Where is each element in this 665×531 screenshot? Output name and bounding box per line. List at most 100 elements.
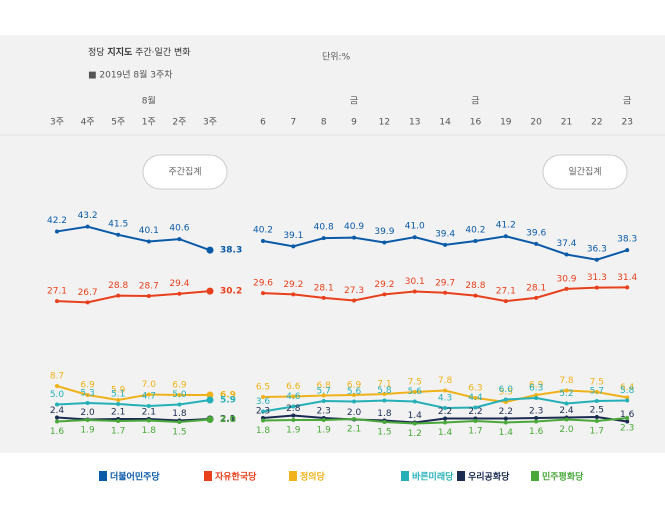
data-label: 5.1 [111,390,125,400]
data-label: 5.9 [220,396,236,406]
data-label: 7.8 [559,376,574,386]
panel [0,35,665,453]
data-label: 3.6 [256,397,271,407]
legend-entry: 정의당 [300,471,326,483]
data-point [85,300,90,305]
data-point [261,395,265,399]
data-point [382,420,387,424]
data-label: 29.2 [374,280,394,290]
data-point [291,418,296,422]
data-point [116,232,121,237]
data-label: 2.1 [220,415,236,425]
data-point [564,401,569,406]
data-label: 7.5 [590,378,604,388]
data-label: 2.2 [499,407,513,417]
x-tick-label: 8 [321,118,327,128]
data-point [564,286,569,291]
data-point [473,405,478,410]
x-tick-label: 19 [500,118,512,128]
data-point [382,392,387,396]
data-point [55,415,59,420]
data-label: 6.6 [286,382,301,392]
data-point [412,399,417,404]
data-label: 2.1 [347,425,361,435]
data-label: 5.7 [317,387,331,397]
data-point [352,393,357,397]
data-point [594,415,599,419]
x-tick-label: 9 [351,118,357,128]
data-label: 1.5 [172,428,186,438]
data-label: 5.9 [111,386,126,396]
data-point [261,418,265,423]
data-point [85,393,90,397]
data-label: 29.4 [169,279,189,289]
data-label: 2.2 [438,407,452,417]
data-point [352,399,357,404]
data-point [473,419,478,423]
data-label: 40.6 [169,224,189,234]
data-label: 5.5 [499,388,513,398]
data-label: 2.1 [142,408,156,418]
data-label: 1.6 [50,427,65,437]
data-label: 2.0 [347,408,362,418]
data-label: 5.0 [172,390,187,400]
data-label: 2.0 [80,408,95,418]
data-label: 38.3 [220,246,242,256]
data-point [85,224,90,229]
data-label: 41.0 [405,222,425,232]
data-point [382,398,387,403]
data-label: 7.0 [142,380,157,390]
data-point [55,402,59,407]
chart-title: 정당 지지도 주간·일간 변화 [88,46,191,58]
x-tick-label: 5주 [111,117,125,128]
data-point [55,299,59,304]
data-label: 8.7 [50,372,64,382]
data-point [291,244,296,249]
x-tick-label: 1주 [142,117,156,128]
data-point [382,292,387,297]
data-label: 6.3 [468,384,482,394]
data-point [534,419,539,424]
data-point [291,292,296,297]
data-label: 1.6 [529,427,544,437]
x-top-label: 금 [471,96,479,107]
series-line [56,290,211,304]
data-label: 38.3 [617,235,637,245]
series-line [56,385,210,402]
data-label: 2.3 [256,407,270,417]
data-point [206,416,214,423]
x-tick-label: 16 [470,118,482,128]
data-label: 1.8 [142,426,157,436]
data-label: 1.8 [377,409,392,419]
data-label: 1.8 [256,426,271,436]
data-label: 1.6 [620,410,635,420]
data-label: 2.0 [559,425,574,435]
data-point [55,229,59,234]
data-label: 31.3 [587,273,607,283]
data-label: 29.6 [253,279,273,289]
data-label: 5.2 [559,389,573,399]
legend-entry: 우리공화당 [468,471,510,483]
data-point [55,384,59,388]
data-point [116,293,121,298]
data-label: 40.2 [253,226,273,236]
data-point [473,396,478,400]
x-tick-label: 13 [409,118,420,128]
legend-entry: 바른미래당 [412,471,454,483]
series-line [56,399,211,408]
x-tick-label: 3주 [203,117,217,128]
data-label: 2.8 [286,404,301,414]
data-point [116,402,121,406]
data-label: 5.8 [377,386,392,396]
data-label: 2.4 [559,406,574,416]
data-point [534,295,539,300]
x-tick-label: 12 [379,118,390,128]
data-label: 5.6 [408,387,423,397]
data-label: 6.9 [347,381,362,391]
data-label: 40.9 [344,222,364,232]
series-line [56,416,211,422]
data-point [321,399,326,403]
data-label: 28.1 [314,283,334,293]
data-point [564,417,569,422]
